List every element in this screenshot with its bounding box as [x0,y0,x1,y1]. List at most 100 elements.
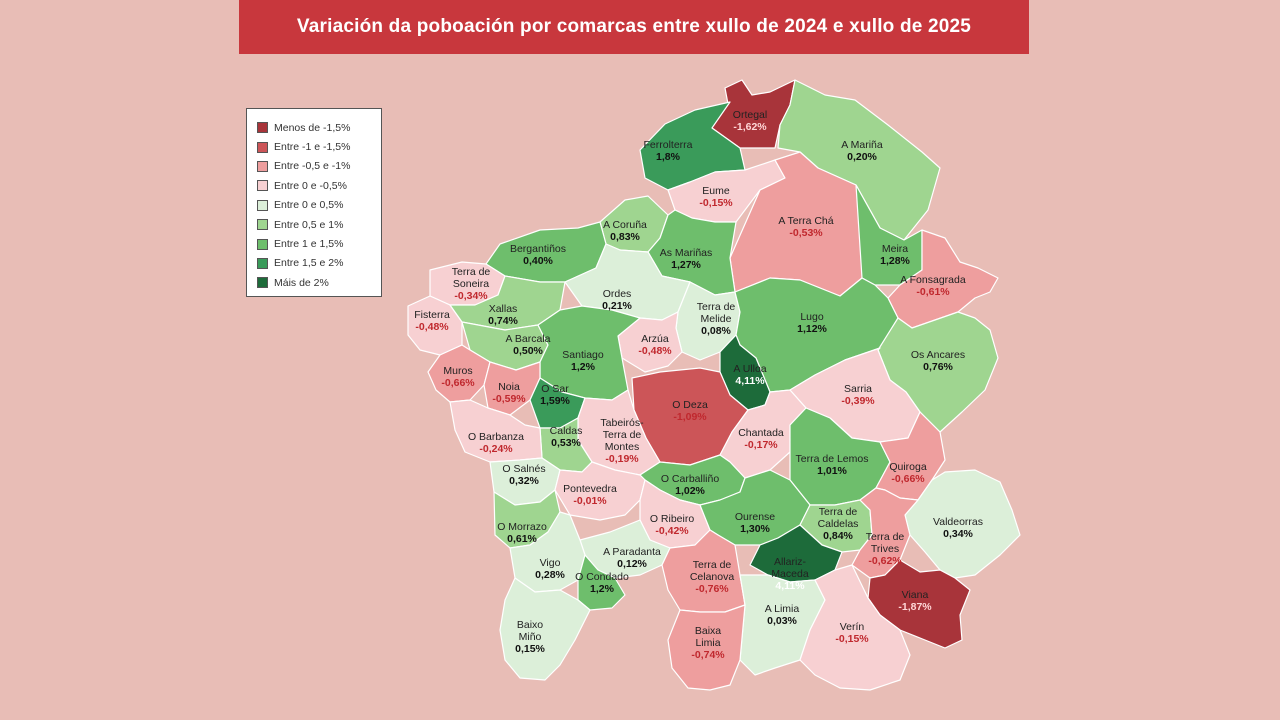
region-value-baixo-mino: 0,15% [515,643,545,655]
region-value-a-terra-cha: -0,53% [789,227,823,239]
region-label-ourense: Ourense [735,511,775,523]
region-value-lugo: 1,12% [797,323,827,335]
region-label-terra-de-caldelas: Terra de [819,506,858,518]
region-value-o-morrazo: 0,61% [507,533,537,545]
region-label-fisterra: Fisterra [414,309,450,321]
region-label-pontevedra: Pontevedra [563,483,617,495]
region-label-eume: Eume [702,185,730,197]
region-label-a-fonsagrada: A Fonsagrada [900,274,966,286]
region-label-a-terra-cha: A Terra Chá [778,215,833,227]
legend-item: Entre 0,5 e 1% [257,215,381,234]
region-label-as-marinas: As Mariñas [660,247,713,259]
region-label-terra-de-lemos: Terra de Lemos [796,453,869,465]
region-value-a-limia: 0,03% [767,615,797,627]
region-label-tabeiros: Montes [605,441,639,453]
region-label-ferrolterra: Ferrolterra [643,139,692,151]
region-value-verin: -0,15% [835,633,869,645]
region-label-valdeorras: Valdeorras [933,516,983,528]
legend-label: Menos de -1,5% [274,121,351,134]
region-value-terra-de-soneira: -0,34% [454,290,488,302]
region-value-valdeorras: 0,34% [943,528,973,540]
region-value-quiroga: -0,66% [891,473,925,485]
region-value-terra-de-lemos: 1,01% [817,465,847,477]
region-value-a-marina: 0,20% [847,151,877,163]
region-label-ortegal: Ortegal [733,109,767,121]
legend-label: Entre 0 e -0,5% [274,179,347,192]
region-value-a-paradanta: 0,12% [617,558,647,570]
map-title: Variación da poboación por comarcas entr… [239,0,1029,54]
region-label-allariz-maceda: Maceda [771,568,809,580]
region-value-xallas: 0,74% [488,315,518,327]
legend-label: Máis de 2% [274,276,329,289]
region-label-caldas: Caldas [550,425,583,437]
region-label-o-deza: O Deza [672,399,708,411]
region-value-eume: -0,15% [699,197,733,209]
region-label-terra-de-soneira: Terra de [452,266,491,278]
region-value-o-barbanza: -0,24% [479,443,513,455]
region-label-noia: Noia [498,381,520,393]
legend-item: Entre 0 e 0,5% [257,196,381,215]
region-label-baixa-limia: Baixa [695,625,721,637]
legend-item: Entre 1,5 e 2% [257,254,381,273]
region-value-tabeiros: -0,19% [605,453,639,465]
legend-label: Entre 1 e 1,5% [274,238,344,251]
region-value-caldas: 0,53% [551,437,581,449]
legend-swatch [257,180,268,192]
region-value-a-fonsagrada: -0,61% [916,286,950,298]
region-value-ferrolterra: 1,8% [656,151,681,163]
region-value-o-deza: -1,09% [673,411,707,423]
region-label-a-barcala: A Barcala [506,333,551,345]
region-label-ordes: Ordes [603,288,632,300]
region-value-ourense: 1,30% [740,523,770,535]
region-label-terra-de-soneira: Soneira [453,278,489,290]
region-label-o-salnes: O Salnés [502,463,545,475]
region-muros [427,344,491,403]
region-label-verin: Verín [840,621,865,633]
region-value-terra-de-caldelas: 0,84% [823,530,853,542]
legend-swatch [257,199,268,211]
region-label-santiago: Santiago [562,349,604,361]
region-value-meira: 1,28% [880,255,910,267]
region-label-lugo: Lugo [800,311,824,323]
region-value-vigo: 0,28% [535,569,565,581]
region-value-terra-de-melide: 0,08% [701,325,731,337]
region-verin [799,564,911,691]
legend-swatch [257,219,268,231]
region-ferrolterra [639,101,746,191]
region-value-o-sar: 1,59% [540,395,570,407]
region-label-chantada: Chantada [738,427,784,439]
region-value-ordes: 0,21% [602,300,632,312]
region-baixa-limia [667,604,746,691]
region-value-pontevedra: -0,01% [573,495,607,507]
region-value-arzua: -0,48% [638,345,672,357]
region-baixo-mino [499,577,591,681]
region-label-baixo-mino: Miño [519,631,542,643]
region-label-terra-de-melide: Terra de [697,301,736,313]
legend-label: Entre -1 e -1,5% [274,141,351,154]
region-value-terra-de-trives: -0,62% [868,555,902,567]
region-label-xallas: Xallas [489,303,518,315]
region-label-tabeiros: Terra de [603,429,642,441]
region-label-a-paradanta: A Paradanta [603,546,661,558]
region-label-terra-de-celanova: Celanova [690,571,735,583]
region-value-ortegal: -1,62% [733,121,767,133]
legend-swatch [257,141,268,153]
region-label-baixo-mino: Baixo [517,619,543,631]
region-label-baixa-limia: Limia [695,637,720,649]
legend-swatch [257,277,268,289]
legend-item: Entre -1 e -1,5% [257,137,381,156]
region-value-terra-de-celanova: -0,76% [695,583,729,595]
region-value-chantada: -0,17% [744,439,778,451]
region-label-terra-de-trives: Terra de [866,531,905,543]
map-legend: Menos de -1,5% Entre -1 e -1,5% Entre -0,5… [246,108,382,297]
legend-item: Entre -0,5 e -1% [257,157,381,176]
region-value-noia: -0,59% [492,393,526,405]
region-label-terra-de-melide: Melide [701,313,732,325]
region-label-tabeiros: Tabeirós- [600,417,644,429]
legend-swatch [257,122,268,134]
region-valdeorras [904,469,1021,579]
region-value-allariz-maceda: 4,11% [775,580,805,592]
region-label-terra-de-caldelas: Caldelas [818,518,859,530]
region-label-arzua: Arzúa [641,333,669,345]
